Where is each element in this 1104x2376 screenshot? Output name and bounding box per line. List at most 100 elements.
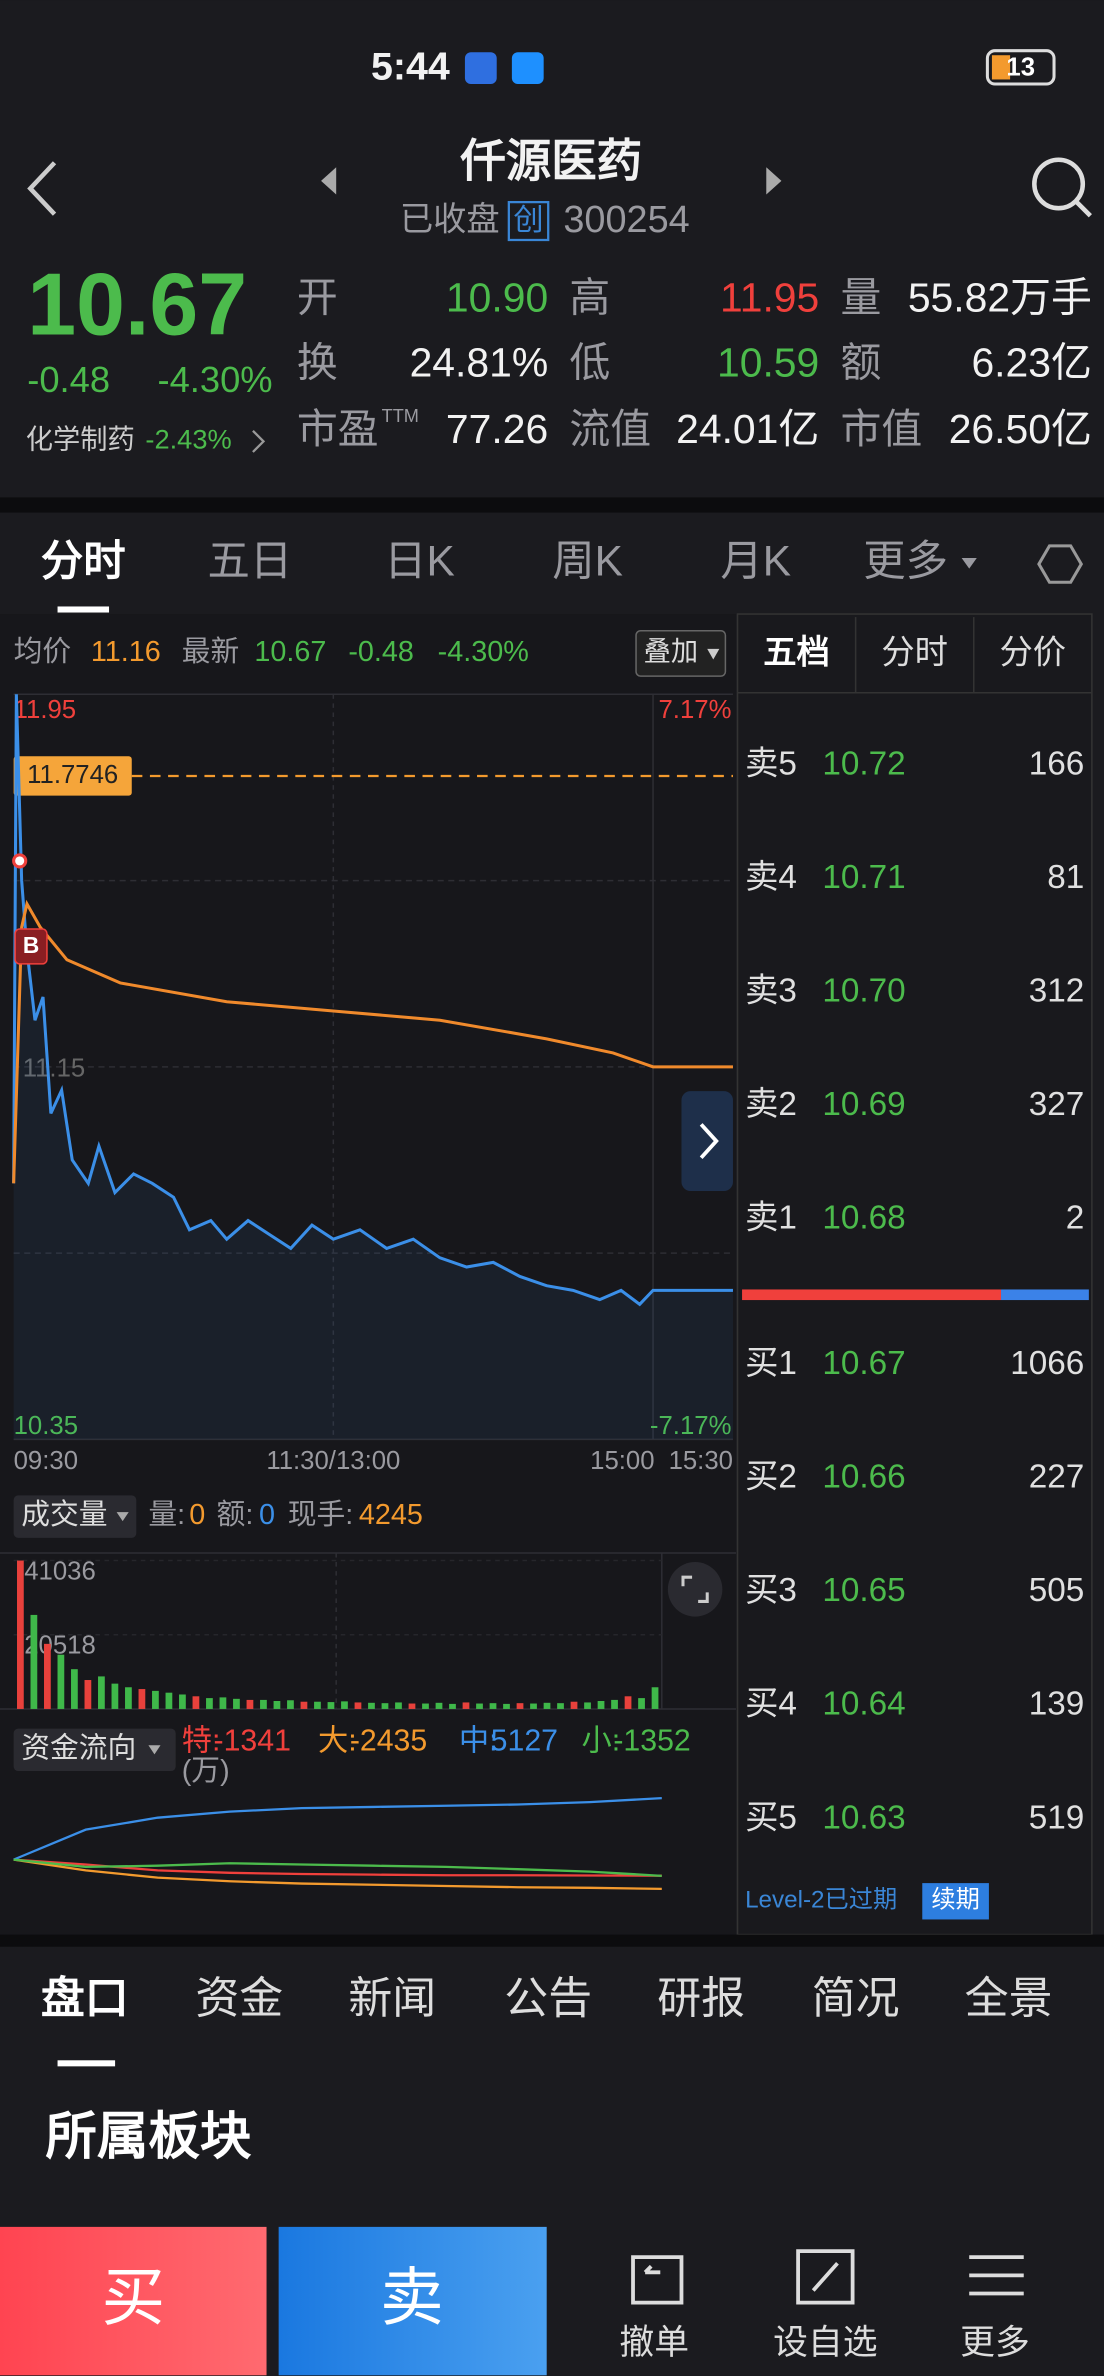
book-level: 卖4 [745, 859, 797, 896]
tab[interactable]: 周K [552, 537, 623, 584]
fullscreen-button[interactable] [667, 1562, 723, 1617]
book-level: 卖5 [745, 745, 797, 782]
volume-bar [543, 1702, 551, 1709]
next-stock[interactable] [766, 167, 782, 195]
label: 0 [189, 1499, 205, 1531]
clock: 5:44 [371, 44, 450, 88]
volume-bar [503, 1703, 510, 1709]
detail-tab[interactable]: 公告 [504, 1974, 592, 2023]
book-volume: 2 [1066, 1200, 1085, 1237]
indicator-name: 资金流向 [21, 1732, 136, 1764]
ask-ratio [742, 1289, 1002, 1301]
book-tab[interactable]: 分时 [881, 635, 948, 672]
volume-bar [611, 1699, 618, 1709]
book-tab[interactable]: 五档 [763, 635, 830, 672]
book-price: 10.70 [822, 972, 905, 1009]
label: 均价 [14, 636, 72, 668]
y-tick-label: 41036 [24, 1557, 96, 1585]
volume-bar [246, 1699, 254, 1709]
stat-value: 26.50亿 [949, 406, 1092, 452]
volume-bar [422, 1703, 429, 1709]
flow-value: -2435 [350, 1724, 427, 1757]
volume-bar [597, 1700, 605, 1709]
prev-stock[interactable] [321, 167, 337, 195]
dropdown-arrow [116, 1512, 129, 1522]
action-icons [631, 2249, 1024, 2305]
detail-tab[interactable]: 盘口 [41, 1974, 129, 2023]
renew-button[interactable] [922, 1883, 989, 1920]
renew-label[interactable]: 续期 [931, 1887, 979, 1914]
buy-badge [14, 928, 48, 965]
expand-panel-button[interactable] [681, 1091, 733, 1192]
detail-tab[interactable]: 简况 [812, 1974, 900, 2023]
flow-line [13, 1858, 662, 1877]
label: 最新 [182, 636, 240, 668]
average-line [12, 899, 733, 1184]
volume-bar [584, 1702, 591, 1709]
tab[interactable]: 更多 [863, 537, 948, 584]
stat-label: 额 [840, 339, 881, 385]
book-volume: 327 [1029, 1086, 1085, 1123]
cancel-label[interactable]: 撤单 [619, 2323, 689, 2362]
sell-label[interactable]: 卖 [380, 2262, 444, 2333]
volume-bar [165, 1692, 173, 1709]
volume-bar [192, 1696, 200, 1709]
buy-label[interactable]: 买 [101, 2262, 165, 2333]
detail-tab[interactable]: 资金 [195, 1974, 283, 2023]
overlay-label: 叠加 [644, 636, 699, 667]
volume-bar [368, 1702, 375, 1709]
detail-tab[interactable]: 研报 [657, 1974, 745, 2023]
stock-name: 仟源医药 [459, 135, 642, 186]
sector[interactable]: 化学制药 [26, 424, 135, 455]
tab[interactable]: 月K [720, 537, 791, 584]
volume-bar [435, 1702, 443, 1709]
section-title: 所属板块 [45, 2107, 251, 2165]
tab[interactable]: 日K [384, 537, 455, 584]
sell-button[interactable] [278, 2226, 547, 2376]
tab[interactable]: 分时 [41, 537, 126, 584]
flow-line [13, 1797, 662, 1861]
book-price: 10.67 [822, 1345, 905, 1382]
stat-label: 市盈 [297, 406, 379, 452]
stat-label: 换 [297, 339, 338, 385]
indicator-select[interactable] [13, 1728, 176, 1772]
volume-bar [71, 1669, 78, 1709]
volume-bar [111, 1683, 119, 1709]
book-volume: 81 [1047, 859, 1084, 896]
stat-label: 市值 [840, 406, 922, 452]
stat-label: 开 [297, 274, 338, 320]
indicator-select[interactable] [13, 1495, 137, 1538]
detail-tab[interactable]: 全景 [965, 1974, 1053, 2023]
stat-value: 10.59 [717, 339, 819, 385]
stock-code: 300254 [563, 199, 689, 241]
overlay-button[interactable] [635, 629, 727, 677]
volume-bar [44, 1643, 51, 1709]
tab[interactable]: 五日 [207, 537, 292, 584]
buy-button[interactable] [0, 2226, 267, 2376]
volume-bar [219, 1697, 227, 1709]
label: 4245 [359, 1499, 423, 1531]
book-level: 买1 [745, 1345, 797, 1382]
battery-level [991, 55, 1011, 80]
search-button[interactable] [1032, 157, 1092, 218]
settings-button[interactable] [1037, 544, 1084, 584]
watch-label[interactable]: 设自选 [773, 2323, 877, 2362]
book-price: 10.63 [822, 1799, 905, 1836]
chevron [699, 1123, 719, 1159]
stat-label: 量 [840, 274, 881, 320]
notification-icon [511, 52, 544, 84]
bid-ratio [1001, 1289, 1089, 1301]
x-tick-label: 11:30/13:00 [266, 1447, 400, 1475]
flow-value: -1341 [214, 1724, 291, 1757]
tab-indicator [57, 606, 110, 613]
volume-bar [530, 1703, 537, 1709]
volume-bar [516, 1703, 524, 1709]
back-button[interactable] [27, 161, 57, 216]
detail-tab[interactable]: 新闻 [348, 1974, 436, 2023]
book-tab[interactable]: 分价 [1000, 635, 1067, 672]
more-label[interactable]: 更多 [960, 2323, 1030, 2362]
label: 11.16 [91, 636, 161, 668]
stat-value: 24.81% [410, 339, 549, 385]
volume-bar [84, 1680, 92, 1709]
order-book-bg [736, 613, 1093, 1936]
